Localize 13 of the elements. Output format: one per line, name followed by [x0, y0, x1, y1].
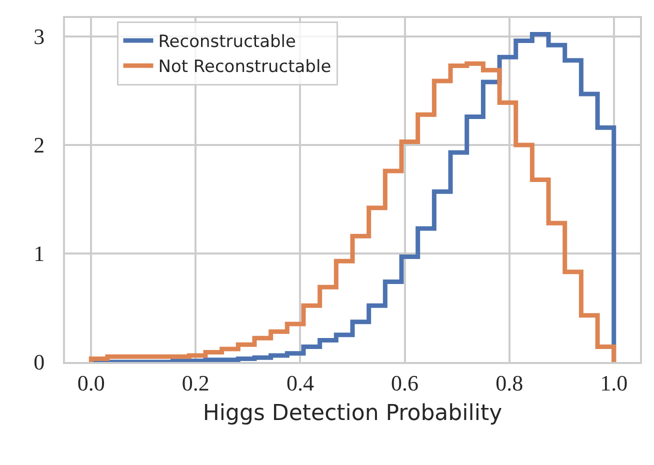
x-tick-label: 0.8: [496, 370, 524, 396]
x-tick-label: 0.2: [182, 370, 210, 396]
x-tick-label: 0.6: [391, 370, 419, 396]
legend-label: Not Reconstructable: [158, 57, 332, 78]
y-tick-label: 0: [34, 350, 45, 375]
x-tick-label: 1.0: [600, 370, 628, 396]
x-axis-title: Higgs Detection Probability: [202, 400, 502, 426]
y-tick-label: 1: [34, 241, 45, 266]
x-tick-label: 0.0: [77, 370, 105, 396]
x-tick-label: 0.4: [286, 370, 314, 396]
y-tick-label: 3: [34, 24, 45, 50]
legend-label: Reconstructable: [158, 32, 296, 52]
y-tick-label: 2: [34, 132, 45, 158]
